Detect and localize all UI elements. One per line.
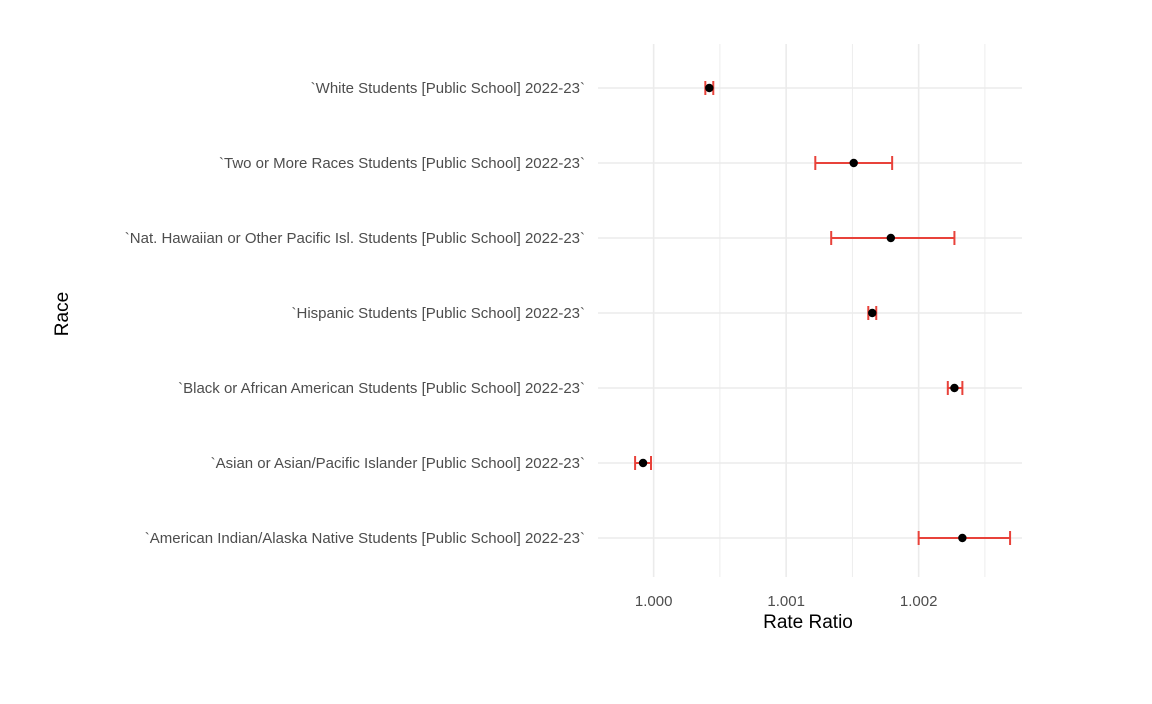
point-estimate	[958, 533, 967, 543]
y-axis-title: Race	[52, 292, 73, 336]
x-tick-label: 1.002	[900, 593, 938, 610]
point-estimates	[638, 83, 967, 543]
x-tick-label: 1.000	[635, 593, 673, 610]
point-estimate	[886, 233, 896, 243]
point-estimate	[638, 458, 648, 468]
category-label: `Black or African American Students [Pub…	[178, 380, 585, 397]
category-label: `Nat. Hawaiian or Other Pacific Isl. Stu…	[125, 230, 585, 247]
x-tick-labels: 1.000 1.001 1.002	[635, 593, 938, 610]
point-estimate	[849, 158, 858, 168]
category-label: `Two or More Races Students [Public Scho…	[219, 155, 585, 172]
category-label: `American Indian/Alaska Native Students …	[145, 530, 585, 547]
x-tick-label: 1.001	[767, 593, 805, 610]
point-estimate	[868, 308, 877, 318]
x-axis-title: Rate Ratio	[763, 612, 853, 633]
category-label: `Hispanic Students [Public School] 2022-…	[292, 305, 586, 322]
point-estimate	[705, 83, 714, 93]
category-label: `Asian or Asian/Pacific Islander [Public…	[211, 455, 585, 472]
point-estimate	[950, 383, 959, 393]
category-labels: `American Indian/Alaska Native Students …	[125, 80, 585, 547]
panel-gridlines	[598, 44, 1022, 577]
category-label: `White Students [Public School] 2022-23`	[311, 80, 585, 97]
